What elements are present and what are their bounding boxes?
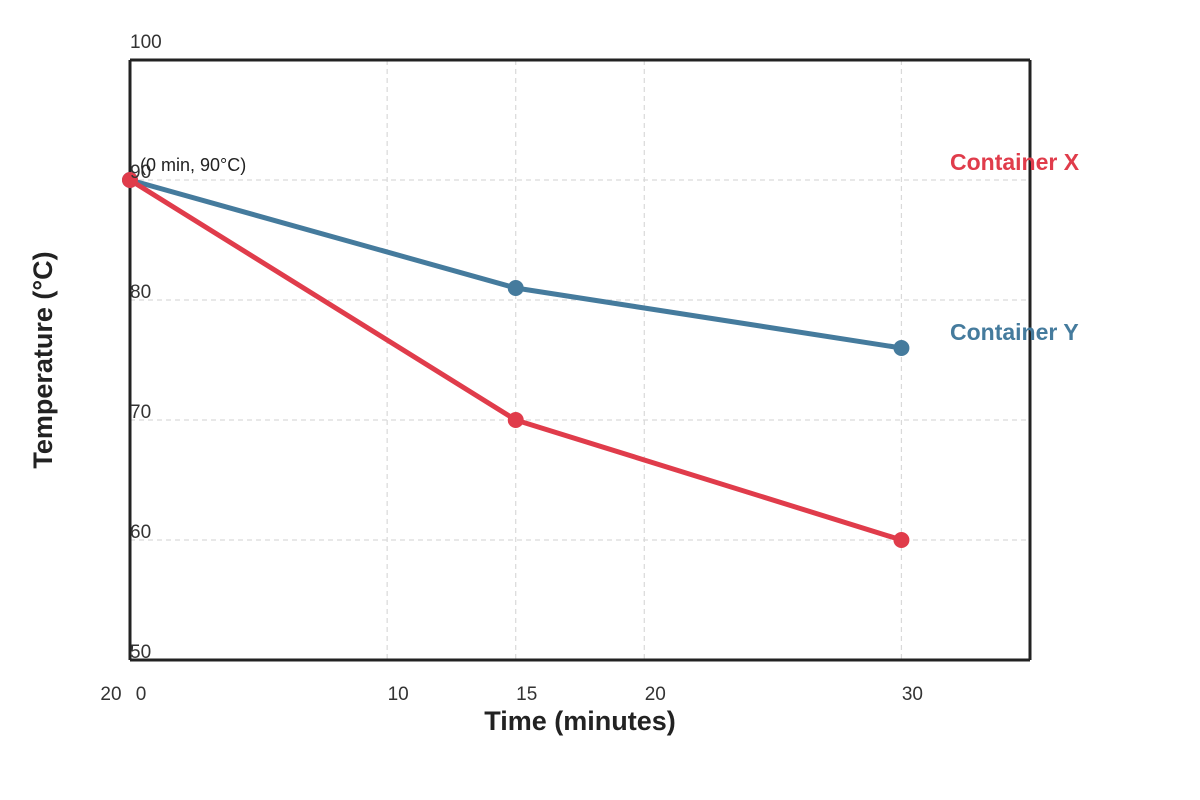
- y-tick-label-100: 100: [130, 32, 162, 53]
- y-tick-label-60: 60: [130, 522, 151, 543]
- x-tick-label-10: 10: [388, 684, 409, 705]
- annotation-0: (0 min, 90°C): [140, 155, 246, 175]
- x-tick-label-stray: 20: [100, 684, 121, 705]
- y-tick-label-80: 80: [130, 282, 151, 303]
- x-tick-label-30: 30: [902, 684, 923, 705]
- plot-frame: [128, 58, 1032, 662]
- axis-ticks: 100 90 80 70 60 50 0 10 15 20 30 20: [100, 32, 923, 705]
- x-axis-title: Time (minutes): [484, 706, 676, 736]
- container-y-point-2: [893, 340, 910, 356]
- container-y-point-1: [507, 280, 524, 296]
- container-x-point-2: [893, 532, 910, 548]
- x-tick-label-20: 20: [645, 684, 666, 705]
- annotations: (0 min, 90°C): [140, 155, 246, 175]
- container-x-point-1: [507, 412, 524, 428]
- series-labels: Container Y Container X: [950, 149, 1080, 345]
- x-tick-label-0: 0: [136, 684, 147, 705]
- grid: [130, 60, 1030, 660]
- y-tick-label-50: 50: [130, 642, 151, 663]
- y-axis-title: Temperature (°C): [28, 251, 58, 468]
- y-tick-label-90: 90: [130, 162, 151, 183]
- container-x-label: Container X: [950, 149, 1080, 175]
- container-x-point-0: [122, 172, 138, 188]
- container-y-label: Container Y: [950, 319, 1079, 345]
- x-tick-label-15: 15: [516, 684, 537, 705]
- y-tick-label-70: 70: [130, 402, 151, 423]
- series-points: [122, 172, 910, 548]
